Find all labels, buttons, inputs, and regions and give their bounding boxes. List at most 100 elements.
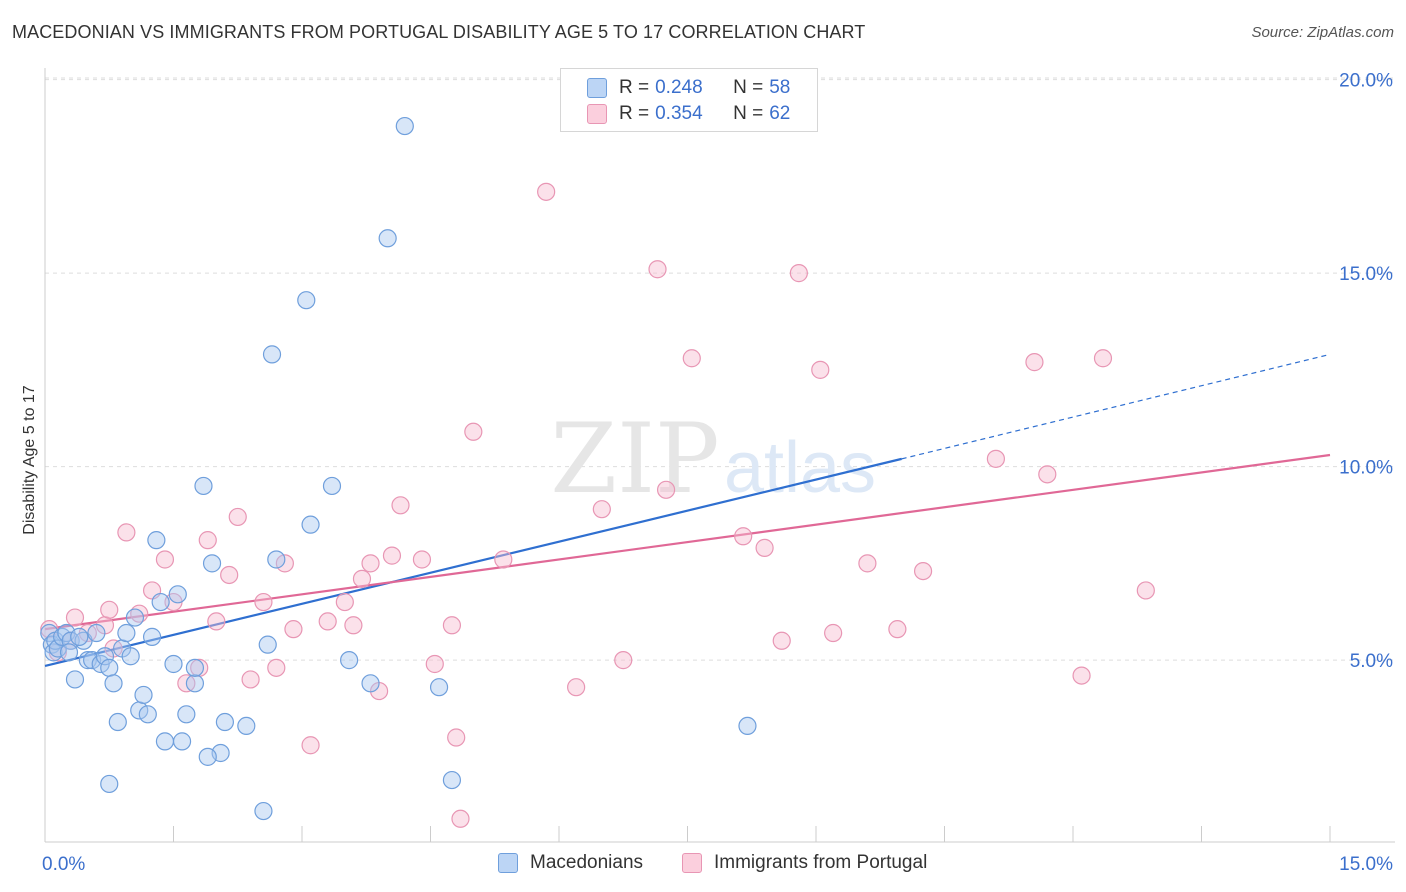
- macedonians-point: [442, 770, 462, 790]
- macedonians-point: [237, 716, 256, 736]
- macedonians-point: [378, 229, 397, 248]
- portugal-point: [447, 728, 466, 747]
- axes: [44, 68, 1395, 843]
- macedonians-point: [142, 627, 162, 646]
- legend-item-macedonians[interactable]: Macedonians: [498, 852, 643, 874]
- y-tick-label: 5.0%: [1350, 651, 1393, 672]
- macedonians-point: [738, 716, 757, 736]
- portugal-point: [382, 546, 402, 565]
- chart-title: MACEDONIAN VS IMMIGRANTS FROM PORTUGAL D…: [12, 22, 866, 42]
- macedonians-point: [340, 651, 359, 670]
- n-value: 62: [769, 103, 791, 124]
- macedonians-point: [198, 747, 217, 766]
- portugal-point: [592, 500, 611, 519]
- blue-swatch: [498, 853, 518, 873]
- y-tick-label: 20.0%: [1339, 71, 1393, 92]
- portugal-point: [614, 651, 633, 670]
- portugal-point: [537, 182, 556, 201]
- portugal-point: [284, 620, 303, 639]
- portugal-point: [1093, 349, 1113, 368]
- macedonians-point: [429, 678, 449, 697]
- portugal-point: [772, 631, 791, 650]
- portugal-point: [1038, 465, 1057, 484]
- portugal-point: [734, 527, 753, 546]
- portugal-point: [913, 561, 933, 581]
- trend-lines: [44, 353, 1331, 667]
- r-value: 0.354: [655, 103, 703, 124]
- r-label: R =: [619, 77, 650, 98]
- tick-labels: 5.0% 10.0% 15.0% 20.0% 0.0% 15.0%: [42, 71, 1393, 875]
- macedonians-point: [185, 658, 205, 677]
- macedonians-point: [104, 674, 123, 693]
- macedonians-point: [125, 608, 145, 627]
- portugal-point: [100, 600, 119, 619]
- macedonians-point: [147, 531, 166, 550]
- legend-label: Immigrants from Portugal: [714, 852, 928, 873]
- macedonians-point: [151, 592, 170, 612]
- correlation-legend: R = 0.248 N = 58 R = 0.354 N = 62: [560, 68, 818, 132]
- portugal-point: [567, 678, 586, 697]
- y-tick-label: 10.0%: [1339, 458, 1393, 479]
- macedonians-point: [297, 291, 316, 310]
- macedonians-point: [59, 643, 79, 662]
- portugal-point: [301, 736, 320, 755]
- portugal-point: [65, 608, 85, 627]
- portugal-point: [352, 569, 372, 588]
- grid-lines: [45, 77, 1395, 661]
- legend-row-portugal: R = 0.354 N = 62: [561, 101, 790, 127]
- portugal-point: [824, 623, 843, 643]
- macedonians-point: [87, 623, 106, 643]
- macedonians-point: [322, 476, 342, 496]
- portugal-point: [220, 565, 239, 585]
- macedonians-point: [254, 801, 273, 821]
- macedonians-point: [108, 712, 127, 732]
- watermark: ZIP atlas: [550, 403, 876, 515]
- macedonians-point: [138, 705, 157, 724]
- macedonians-point: [168, 585, 187, 604]
- n-label: N =: [733, 103, 764, 124]
- macedonians-point: [70, 627, 89, 646]
- macedonians-point: [134, 685, 153, 705]
- portugal-point: [464, 422, 483, 441]
- macedonians-point: [164, 654, 183, 674]
- portugal-point: [648, 260, 667, 279]
- portugal-point: [275, 554, 294, 573]
- source-credit: Source: ZipAtlas.com: [1251, 24, 1394, 41]
- portugal-point: [1072, 666, 1091, 685]
- macedonians-point: [95, 647, 115, 666]
- macedonians-point: [100, 774, 119, 794]
- r-label: R =: [619, 103, 650, 124]
- macedonians-point: [117, 623, 136, 643]
- portugal-point: [789, 264, 808, 283]
- r-value: 0.248: [655, 77, 703, 98]
- portugal-trend-line: [44, 453, 1331, 631]
- portugal-point: [986, 449, 1006, 468]
- portugal-point: [391, 496, 410, 515]
- portugal-point: [425, 654, 444, 674]
- macedonians-point: [361, 674, 380, 693]
- portugal-point: [318, 612, 337, 631]
- watermark-zip: ZIP: [550, 403, 719, 515]
- legend-label: Macedonians: [530, 852, 644, 873]
- n-label: N =: [733, 77, 764, 98]
- portugal-point: [198, 531, 217, 550]
- portugal-point: [412, 550, 432, 569]
- legend-row-macedonians: R = 0.248 N = 58: [561, 75, 790, 101]
- macedonians-point: [202, 554, 222, 573]
- portugal-point: [682, 349, 701, 368]
- macedonians-point: [395, 116, 414, 136]
- portugal-point: [361, 554, 380, 573]
- x-tick-label: 0.0%: [42, 854, 85, 875]
- macedonians-point: [177, 705, 196, 724]
- portugal-point: [254, 592, 273, 612]
- n-value: 58: [769, 77, 791, 98]
- portugal-point: [755, 538, 774, 557]
- pink-swatch: [587, 104, 607, 124]
- portugal-point: [494, 550, 513, 569]
- portugal-point: [1136, 581, 1155, 600]
- pink-swatch: [682, 853, 702, 873]
- macedonians-point: [121, 647, 140, 666]
- legend-item-portugal[interactable]: Immigrants from Portugal: [682, 852, 927, 874]
- portugal-point: [228, 507, 247, 527]
